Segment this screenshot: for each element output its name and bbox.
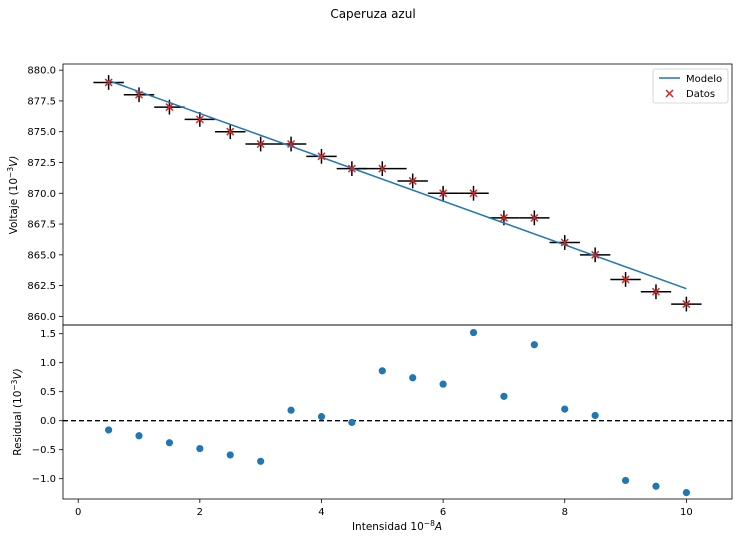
top-y-tick-label: 880.0 <box>27 66 56 77</box>
residual-point <box>561 405 569 413</box>
top-y-tick-label: 877.5 <box>27 96 56 107</box>
top-y-tick-label: 867.5 <box>27 220 56 231</box>
residual-point <box>621 476 630 485</box>
residual-point <box>439 380 447 388</box>
data-marker <box>530 213 539 222</box>
bottom-x-axis: 0 2 4 6 8 10 <box>75 499 693 518</box>
legend: Modelo Datos <box>652 68 729 104</box>
bottom-y-tick-label: −0.5 <box>32 445 56 456</box>
residual-point <box>591 411 599 420</box>
x-tick-label: 2 <box>197 507 203 518</box>
top-y-tick-label: 872.5 <box>27 158 56 169</box>
bottom-panel: −1.0 −0.5 0.0 0.5 1.0 1.5 0 2 4 6 8 10 Residual (1… <box>10 324 733 533</box>
bottom-y-tick-label: 1.0 <box>40 358 56 369</box>
model-line <box>108 79 687 290</box>
residual-point <box>500 392 508 400</box>
x-tick-label: 10 <box>680 507 693 518</box>
data-marker <box>469 189 478 198</box>
top-y-tick-label: 870.0 <box>27 189 56 200</box>
data-marker <box>226 127 235 136</box>
top-y-tick-label: 875.0 <box>27 127 56 138</box>
x-axis-label: Intensidad 10−8A <box>352 519 442 533</box>
x-tick-label: 6 <box>440 507 446 518</box>
bottom-y-tick-label: 0.0 <box>40 416 56 427</box>
data-marker <box>499 213 508 222</box>
bottom-y-axis-label: Residual (10−3V) <box>10 368 24 455</box>
residual-point <box>409 374 417 382</box>
data-marker <box>317 152 326 161</box>
residual-point <box>652 482 660 490</box>
data-marker <box>287 139 296 149</box>
data-marker <box>560 238 569 247</box>
top-y-tick-label: 860.0 <box>27 312 56 323</box>
residual-point <box>530 341 538 349</box>
x-tick-label: 4 <box>318 507 324 518</box>
data-marker <box>408 176 417 185</box>
data-marker <box>195 115 204 124</box>
residual-point <box>682 489 690 497</box>
residual-point <box>165 439 174 447</box>
residual-point <box>105 426 113 434</box>
x-tick-label: 0 <box>75 507 81 518</box>
residual-point <box>135 432 143 440</box>
data-marker <box>104 78 113 87</box>
top-y-axis: 860.0 862.5 865.0 867.5 870.0 872.5 875.0 877.5… <box>27 66 63 323</box>
top-y-tick-label: 862.5 <box>27 281 56 292</box>
x-tick-label: 8 <box>562 507 568 518</box>
residual-point <box>226 451 234 459</box>
top-panel: 860.0 862.5 865.0 867.5 870.0 872.5 875.0 877.5… <box>6 63 733 326</box>
residual-point <box>317 413 326 421</box>
residual-point <box>287 406 295 414</box>
legend-data-swatch <box>665 89 674 98</box>
residual-point <box>196 444 204 453</box>
data-marker <box>682 300 691 309</box>
data-marker <box>378 164 387 173</box>
bottom-y-tick-label: 0.5 <box>40 387 56 398</box>
bottom-y-tick-label: −1.0 <box>32 474 56 485</box>
top-y-tick-label: 865.0 <box>27 250 56 261</box>
legend-model-label: Modelo <box>686 74 722 85</box>
residual-point <box>257 457 265 465</box>
data-marker <box>621 275 630 284</box>
data-marker <box>651 287 661 296</box>
bottom-y-axis: −1.0 −0.5 0.0 0.5 1.0 1.5 <box>32 329 63 485</box>
data-marker <box>439 189 448 198</box>
chart-title: Caperuza azul <box>330 7 415 21</box>
data-marker <box>591 250 600 259</box>
bottom-axes-frame <box>62 324 733 500</box>
top-y-axis-label: Voltaje (10−3V) <box>6 156 20 235</box>
data-marker <box>134 90 144 99</box>
data-marker <box>165 103 174 112</box>
data-marker <box>347 164 356 173</box>
data-markers <box>104 78 691 309</box>
residual-point <box>348 418 356 427</box>
legend-data-label: Datos <box>686 89 715 100</box>
residual-points <box>105 328 690 497</box>
data-marker <box>256 139 265 149</box>
bottom-y-tick-label: 1.5 <box>40 329 56 340</box>
residual-point <box>378 367 386 375</box>
residual-point <box>469 328 478 337</box>
